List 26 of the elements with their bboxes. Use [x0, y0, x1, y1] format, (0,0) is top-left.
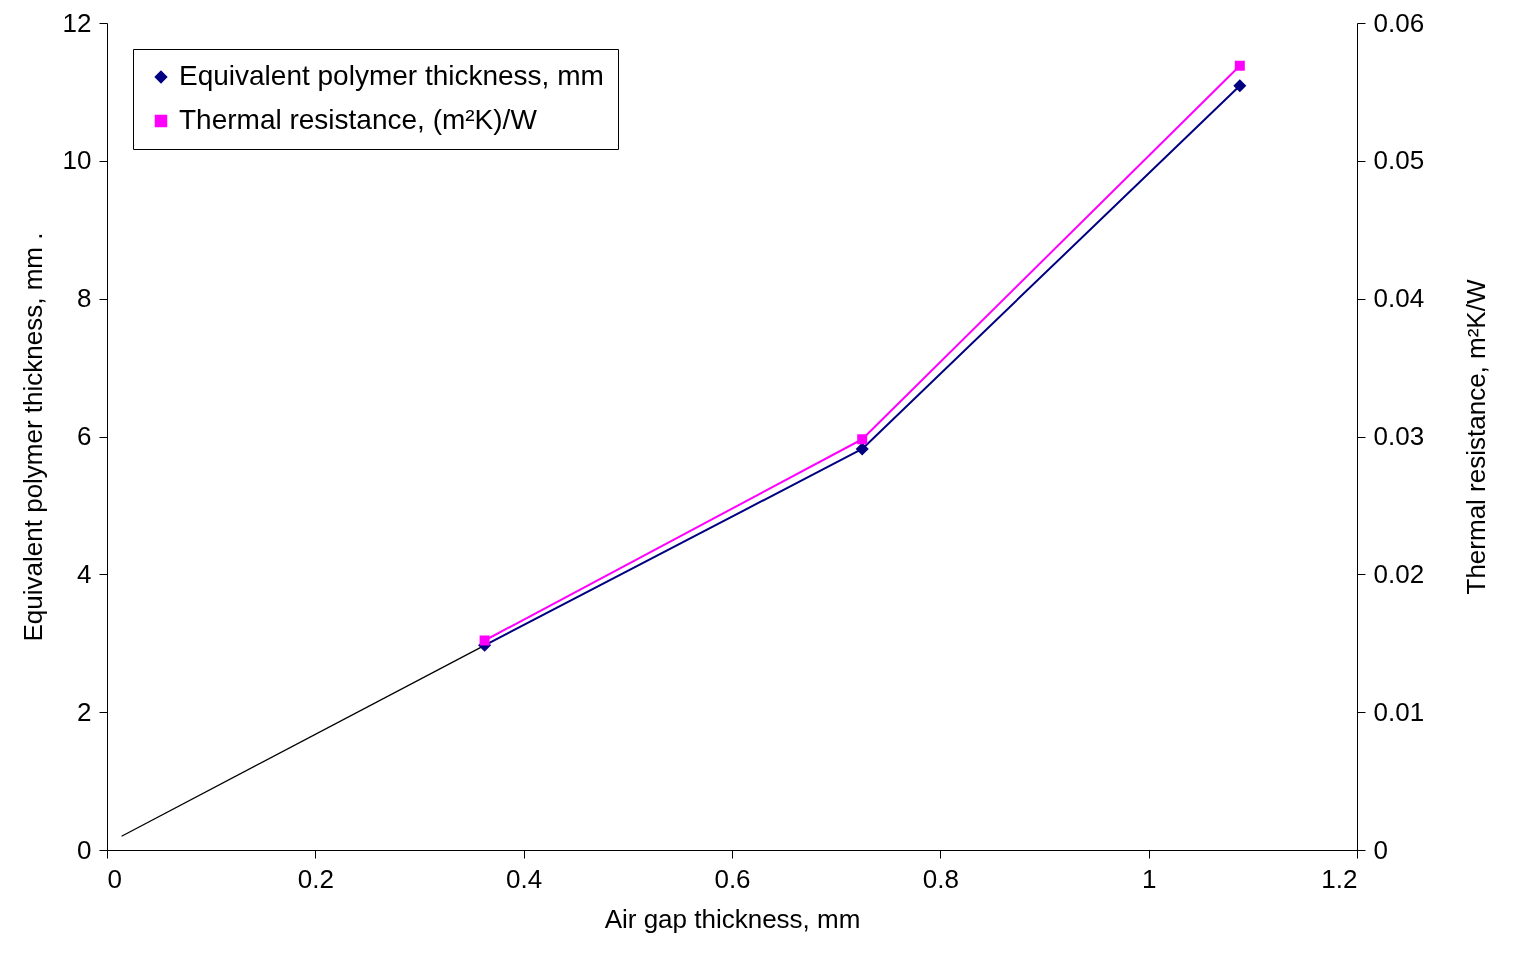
y-tick-label: 2	[77, 696, 92, 727]
x-axis-title: Air gap thickness, mm	[604, 903, 861, 934]
y2-tick-label: 0	[1373, 834, 1388, 865]
y-tick-label: 8	[77, 283, 92, 314]
y-tick-label: 6	[77, 421, 92, 451]
x-tick-label: 1	[1141, 863, 1157, 894]
y2-tick-label: 0.03	[1373, 421, 1425, 451]
x-tick-label: 1.2	[1321, 863, 1358, 894]
y2-tick-label: 0.06	[1373, 7, 1425, 38]
y-tick-label: 10	[62, 145, 92, 176]
legend-label: Equivalent polymer thickness, mm	[179, 60, 604, 91]
y2-tick-label: 0.02	[1373, 558, 1425, 589]
y2-tick-label: 0.01	[1373, 696, 1425, 727]
y2-axis-title: Thermal resistance, m²K/W	[1461, 279, 1492, 595]
y2-tick-label: 0.04	[1373, 283, 1425, 314]
x-tick-label: 0.4	[506, 863, 543, 894]
x-tick-label: 0	[107, 863, 122, 894]
y-tick-label: 4	[77, 558, 92, 589]
legend-label: Thermal resistance, (m²K)/W	[179, 104, 538, 135]
y-tick-label: 12	[62, 7, 92, 38]
x-tick-label: 0.6	[714, 863, 751, 894]
x-tick-label: 0.2	[297, 863, 334, 894]
y-axis-title: Equivalent polymer thickness, mm .	[17, 232, 48, 642]
x-tick-label: 0.8	[922, 863, 959, 894]
y2-tick-label: 0.05	[1373, 145, 1425, 176]
y-tick-label: 0	[77, 834, 92, 865]
